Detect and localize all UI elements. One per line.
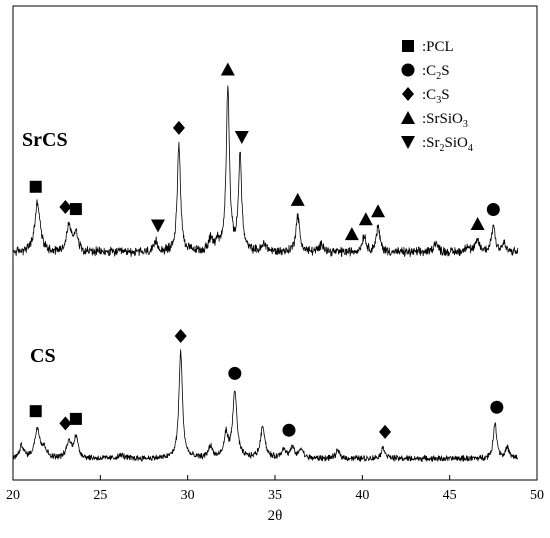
marker-triangle-up [220, 62, 235, 76]
marker-triangle-up [344, 227, 359, 241]
x-tick-label: 25 [93, 488, 107, 503]
legend-entry: :PCL [422, 39, 454, 55]
x-tick-label: 50 [530, 488, 544, 503]
legend-entry: :SrSiO3 [422, 111, 468, 130]
marker-diamond [174, 329, 187, 344]
marker-square [69, 203, 82, 216]
x-tick-label: 35 [268, 488, 282, 503]
marker-triangle-up [470, 216, 485, 230]
marker-square [29, 405, 42, 418]
marker-triangle-down [234, 130, 249, 144]
marker-triangle-up [290, 192, 305, 206]
marker-square [69, 412, 82, 425]
legend-marker-square [402, 40, 414, 52]
legend-entry: :Sr2SiO4 [422, 135, 473, 154]
sample-labels: SrCS CS [22, 129, 68, 367]
marker-triangle-down [150, 219, 165, 233]
x-tick-label: 45 [443, 488, 457, 503]
x-tick-label: 30 [181, 488, 195, 503]
legend-marker-circle [401, 63, 415, 77]
marker-circle [486, 203, 500, 217]
marker-triangle-up [371, 204, 386, 218]
sample-label-cs: CS [30, 345, 56, 367]
pattern-srcs [12, 85, 519, 258]
sample-label-srcs: SrCS [22, 129, 68, 151]
marker-circle [228, 366, 242, 380]
x-axis: 20 25 30 35 40 45 50 2θ [6, 475, 544, 524]
phase-markers [29, 62, 504, 439]
legend: :PCL :C2S :C3S :SrSiO3 :Sr2SiO4 [401, 39, 473, 154]
marker-diamond [379, 424, 392, 439]
marker-diamond [59, 416, 72, 431]
legend-marker-triangle-down [401, 136, 415, 149]
legend-entry: :C2S [422, 63, 450, 82]
legend-marker-diamond [402, 87, 414, 101]
marker-diamond [172, 120, 185, 135]
diffraction-patterns [12, 85, 519, 463]
marker-square [29, 180, 42, 193]
plot-border [12, 5, 538, 481]
marker-circle [282, 423, 296, 437]
marker-circle [490, 400, 504, 414]
x-tick-label: 40 [355, 488, 369, 503]
x-axis-label: 2θ [268, 508, 283, 524]
pattern-cs [12, 349, 519, 463]
marker-diamond [59, 200, 72, 215]
x-tick-label: 20 [6, 488, 20, 503]
plot-frame [12, 5, 538, 481]
legend-entry: :C3S [422, 87, 450, 106]
legend-marker-triangle-up [401, 111, 415, 124]
marker-triangle-up [358, 212, 373, 226]
